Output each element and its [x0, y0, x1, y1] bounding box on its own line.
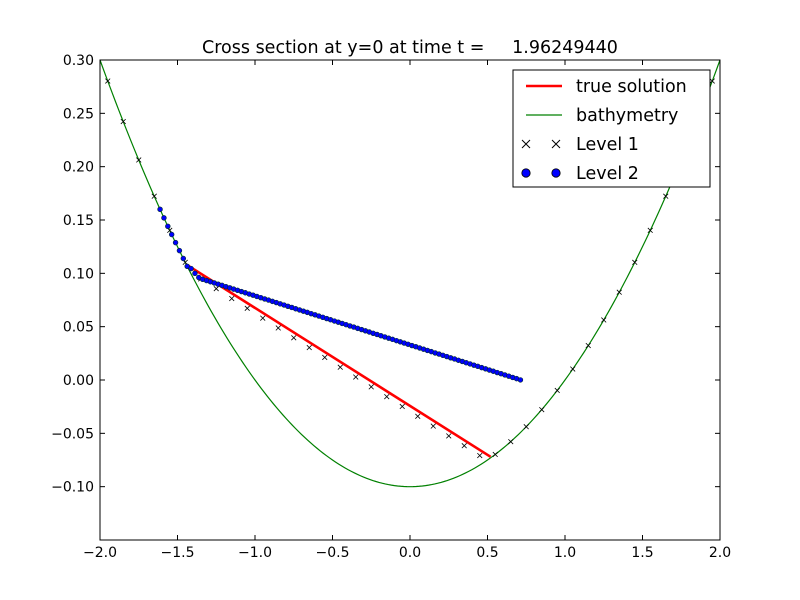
- y-tick-label: −0.05: [51, 426, 94, 442]
- legend-swatch: [551, 139, 561, 149]
- level1-marker: [244, 305, 250, 312]
- x-tick-label: 1.5: [631, 545, 653, 561]
- legend-swatch: [551, 168, 561, 178]
- legend-swatch: [521, 139, 531, 149]
- level1-marker: [647, 227, 653, 234]
- level1-marker: [260, 315, 266, 321]
- legend-box: [512, 69, 711, 188]
- x-tick-label: 0.0: [399, 545, 421, 561]
- x-tick-label: −1.5: [161, 545, 195, 561]
- x-tick-label: 2.0: [709, 545, 731, 561]
- level1-marker: [120, 118, 126, 125]
- x-tick-label: 1.0: [554, 545, 576, 561]
- true-solution-line: [186, 263, 492, 458]
- level1-marker: [477, 452, 483, 459]
- level1-marker: [415, 413, 421, 419]
- y-tick-label: 0.30: [63, 53, 94, 69]
- y-tick-label: 0.00: [63, 373, 94, 389]
- level1-marker: [523, 424, 529, 430]
- level1-marker: [322, 354, 328, 361]
- level1-marker: [585, 342, 591, 349]
- legend-label: true solution: [576, 77, 687, 97]
- level1-marker: [709, 78, 715, 84]
- y-tick-label: −0.10: [51, 480, 94, 496]
- x-tick-label: −1.0: [238, 545, 272, 561]
- legend-label: Level 2: [576, 164, 639, 184]
- chart-title: Cross section at y=0 at time t = 1.96249…: [202, 38, 618, 58]
- level1-marker: [663, 193, 669, 199]
- level2-marker: [176, 247, 183, 254]
- level1-marker: [399, 403, 405, 410]
- bathymetry-line: [100, 60, 720, 488]
- level2-marker: [172, 239, 179, 246]
- level1-marker: [554, 387, 560, 394]
- y-tick-label: 0.25: [63, 106, 94, 122]
- level1-marker: [492, 451, 498, 458]
- level2-marker: [157, 206, 163, 213]
- level2-marker: [168, 231, 175, 238]
- x-tick-label: −0.5: [316, 545, 350, 561]
- level1-marker: [353, 374, 359, 380]
- level1-marker: [337, 364, 343, 370]
- level2-marker: [165, 223, 171, 229]
- axes: −2.0 −1.5 −1.0 −0.5 0.0 0.5 1.0 1.5 2.0 −0.10 −0.0…: [51, 53, 731, 561]
- level1-marker: [616, 289, 622, 295]
- level1-marker: [105, 78, 111, 84]
- level1-marker: [136, 157, 142, 163]
- level2-marker: [192, 270, 198, 277]
- legend-label: Level 1: [576, 135, 639, 155]
- level1-marker: [632, 259, 638, 266]
- x-tick-label: 0.5: [476, 545, 498, 561]
- level1-marker: [570, 366, 576, 372]
- legend-swatch: [521, 168, 531, 178]
- legend-entry: true solution: [526, 77, 687, 97]
- level1-marker: [601, 317, 607, 323]
- x-tick-label: −2.0: [83, 545, 117, 561]
- series-layer: [100, 60, 720, 488]
- level1-marker: [213, 286, 219, 292]
- y-tick-label: 0.20: [63, 160, 94, 176]
- y-tick-label: 0.05: [63, 320, 94, 336]
- level1-marker: [368, 384, 374, 390]
- level1-marker: [151, 193, 157, 199]
- level1-marker: [306, 344, 312, 351]
- level1-marker: [461, 443, 467, 449]
- level2-marker: [180, 255, 187, 262]
- legend-label: bathymetry: [576, 106, 678, 126]
- level1-marker: [384, 393, 390, 400]
- legend-entry: bathymetry: [526, 106, 678, 126]
- level2-marker: [517, 377, 524, 383]
- y-tick-label: 0.15: [63, 213, 94, 229]
- legend-entry: Level 1: [521, 135, 639, 155]
- y-tick-label: 0.10: [63, 266, 94, 282]
- level1-marker: [446, 433, 452, 439]
- level1-marker: [229, 295, 235, 302]
- level1-marker: [508, 438, 514, 445]
- level2-marker: [161, 215, 167, 221]
- level2-marker: [188, 265, 194, 272]
- level1-marker: [275, 325, 281, 331]
- level1-marker: [291, 335, 297, 341]
- legend: true solution bathymetry Level 1 Level 2: [512, 69, 711, 188]
- level1-marker: [539, 406, 545, 413]
- legend-entry: Level 2: [521, 164, 639, 184]
- level1-marker: [430, 423, 436, 429]
